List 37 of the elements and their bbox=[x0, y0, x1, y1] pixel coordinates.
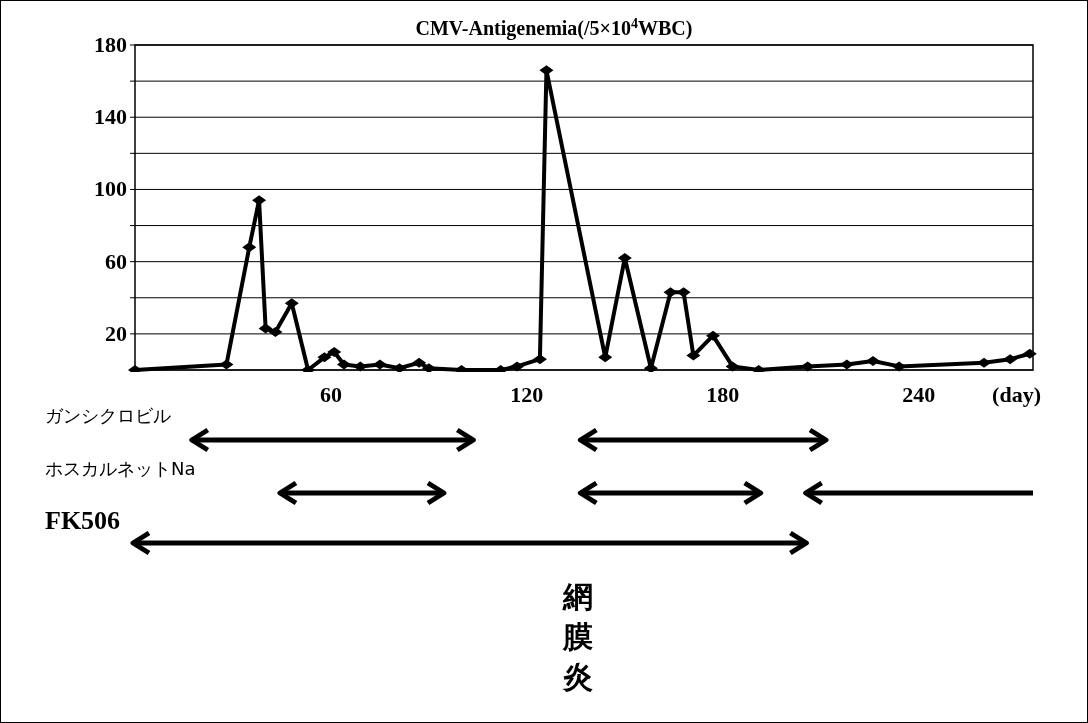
point bbox=[686, 350, 701, 361]
point bbox=[663, 287, 678, 298]
point bbox=[598, 352, 613, 363]
point bbox=[510, 361, 525, 372]
y-tick-label: ホスカルネットNa bbox=[45, 458, 196, 479]
point bbox=[284, 298, 299, 309]
chart-title: CMV-Antigenemia(/5×10$^{4}$WBC) bbox=[415, 15, 693, 40]
y-tick-label: 140 bbox=[94, 104, 127, 130]
point bbox=[676, 287, 691, 298]
point bbox=[412, 357, 427, 368]
point bbox=[268, 327, 283, 338]
y-tick-label: 20 bbox=[105, 320, 127, 346]
x-tick-label: 240 bbox=[902, 382, 936, 407]
y-tick-label: ガンシクロビル bbox=[45, 405, 171, 426]
point bbox=[242, 242, 257, 253]
y-tick-label: FK506 bbox=[45, 506, 121, 535]
point bbox=[252, 195, 267, 206]
point bbox=[705, 330, 720, 341]
x-tick-label: 120 bbox=[510, 382, 544, 407]
point bbox=[725, 361, 740, 372]
point bbox=[1022, 348, 1037, 359]
y-tick-label: 100 bbox=[94, 176, 127, 202]
point bbox=[219, 359, 234, 370]
text: 網膜炎 bbox=[562, 579, 593, 694]
point bbox=[336, 359, 351, 370]
point bbox=[258, 323, 273, 334]
x-axis-title: (day) bbox=[992, 382, 1041, 407]
point bbox=[327, 346, 342, 357]
point bbox=[317, 352, 332, 363]
y-tick-label: 60 bbox=[105, 248, 127, 274]
y-tick-label: 180 bbox=[94, 32, 127, 57]
point bbox=[532, 354, 547, 365]
x-tick-label: 60 bbox=[319, 382, 342, 407]
point bbox=[865, 355, 880, 366]
point bbox=[1003, 354, 1018, 365]
x-tick-label: 180 bbox=[706, 382, 740, 407]
point bbox=[539, 65, 554, 76]
